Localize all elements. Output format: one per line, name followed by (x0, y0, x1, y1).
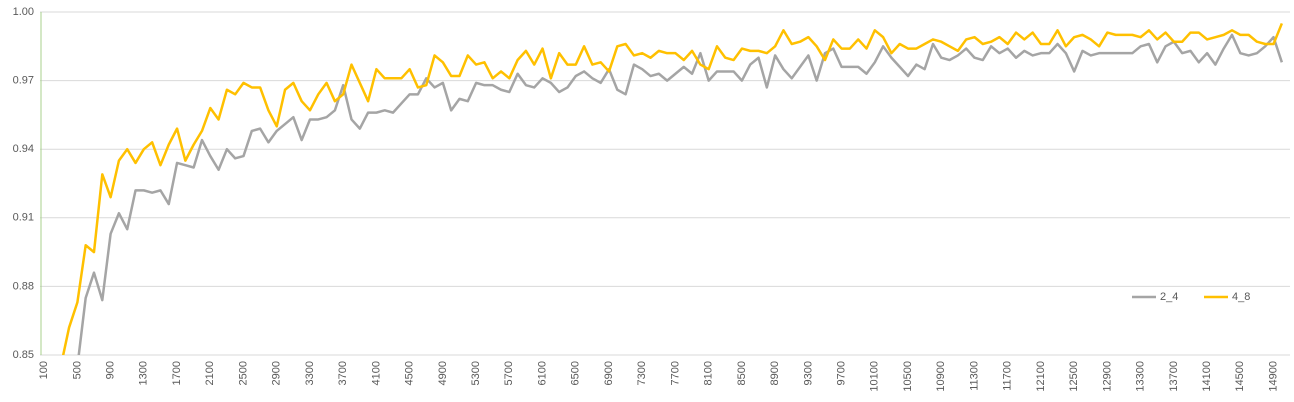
legend-label: 2_4 (1160, 291, 1178, 303)
series-line (77, 33, 1284, 355)
x-tick-label: 10100 (869, 361, 881, 392)
x-tick-label: 12500 (1068, 361, 1080, 392)
x-tick-label: 14100 (1201, 361, 1213, 392)
x-tick-label: 4500 (404, 361, 416, 385)
x-tick-label: 3300 (304, 361, 316, 385)
y-tick-label: 1.00 (13, 6, 34, 18)
x-tick-label: 10900 (935, 361, 947, 392)
x-tick-label: 6100 (536, 361, 548, 385)
x-tick-label: 4900 (437, 361, 449, 385)
x-tick-label: 6900 (603, 361, 615, 385)
y-tick-label: 0.97 (13, 75, 34, 87)
x-tick-label: 11300 (968, 361, 980, 391)
x-tick-label: 9300 (802, 361, 814, 385)
x-tick-label: 13700 (1168, 361, 1180, 392)
x-tick-label: 4100 (370, 361, 382, 385)
series-line (61, 22, 1284, 355)
x-tick-label: 14500 (1234, 361, 1246, 392)
x-tick-label: 5300 (470, 361, 482, 385)
x-tick-label: 11700 (1002, 361, 1014, 391)
x-tick-label: 500 (71, 361, 83, 379)
x-tick-label: 3700 (337, 361, 349, 385)
x-tick-label: 2500 (237, 361, 249, 385)
x-tick-label: 8100 (703, 361, 715, 385)
x-tick-label: 8500 (736, 361, 748, 385)
x-tick-label: 5700 (503, 361, 515, 385)
x-tick-label: 6500 (570, 361, 582, 385)
x-tick-label: 9700 (835, 361, 847, 385)
x-tick-label: 100 (38, 361, 50, 379)
x-tick-label: 2900 (271, 361, 283, 385)
y-tick-label: 0.94 (13, 143, 34, 155)
x-tick-label: 12100 (1035, 361, 1047, 392)
x-tick-label: 900 (105, 361, 117, 379)
y-tick-label: 0.85 (13, 349, 34, 361)
y-tick-label: 0.91 (13, 212, 34, 224)
x-tick-label: 7300 (636, 361, 648, 385)
x-tick-label: 14900 (1267, 361, 1279, 392)
x-tick-label: 1700 (171, 361, 183, 385)
x-tick-label: 8900 (769, 361, 781, 385)
x-tick-label: 10500 (902, 361, 914, 392)
x-tick-label: 7700 (669, 361, 681, 385)
x-tick-label: 2100 (204, 361, 216, 385)
y-tick-label: 0.88 (13, 280, 34, 292)
x-tick-label: 13300 (1135, 361, 1147, 392)
x-tick-label: 1300 (138, 361, 150, 385)
legend-label: 4_8 (1232, 291, 1250, 303)
x-tick-label: 12900 (1101, 361, 1113, 392)
